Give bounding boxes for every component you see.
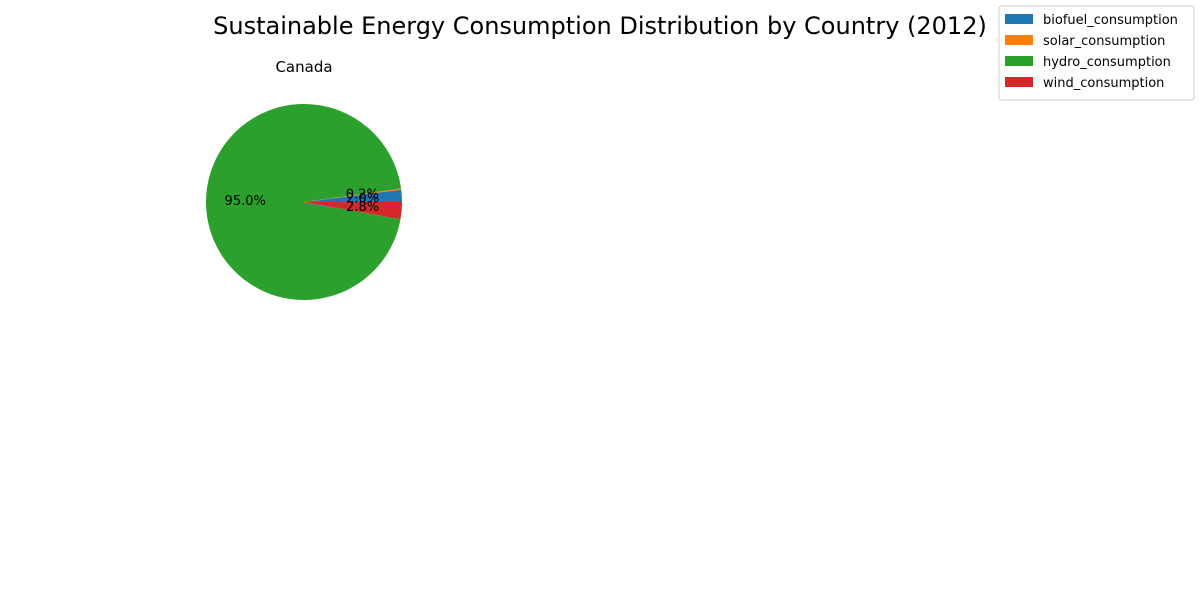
pie-percent-label: 95.0% bbox=[225, 194, 266, 209]
pie-percent-label: 2.0% bbox=[346, 191, 379, 206]
pie-slice-wind-consumption bbox=[304, 202, 402, 220]
pie-percent-label: 0.2% bbox=[346, 187, 379, 202]
pie-slice-hydro-consumption bbox=[206, 104, 402, 301]
pie-percent-labels: 2.0%0.2% 95.0% 2.8% bbox=[225, 187, 380, 215]
legend-swatch bbox=[1005, 35, 1033, 45]
pie-slices bbox=[206, 104, 402, 301]
legend-label: wind_consumption bbox=[1043, 76, 1164, 91]
subplot-title: Canada bbox=[275, 58, 332, 76]
legend-label: solar_consumption bbox=[1043, 34, 1165, 49]
legend-swatch bbox=[1005, 77, 1033, 87]
pie-slice-solar-consumption bbox=[304, 188, 402, 202]
legend-label: biofuel_consumption bbox=[1043, 13, 1178, 28]
pie-percent-label: 2.8% bbox=[346, 200, 379, 215]
legend-frame bbox=[998, 5, 1195, 101]
pie-slice-biofuel-consumption bbox=[304, 189, 402, 202]
legend-label: hydro_consumption bbox=[1043, 55, 1171, 70]
legend-swatch bbox=[1005, 56, 1033, 66]
legend-swatch bbox=[1005, 14, 1033, 24]
chart-title: Sustainable Energy Consumption Distribut… bbox=[213, 12, 987, 40]
legend: biofuel_consumption solar_consumptionhydr… bbox=[998, 5, 1195, 101]
